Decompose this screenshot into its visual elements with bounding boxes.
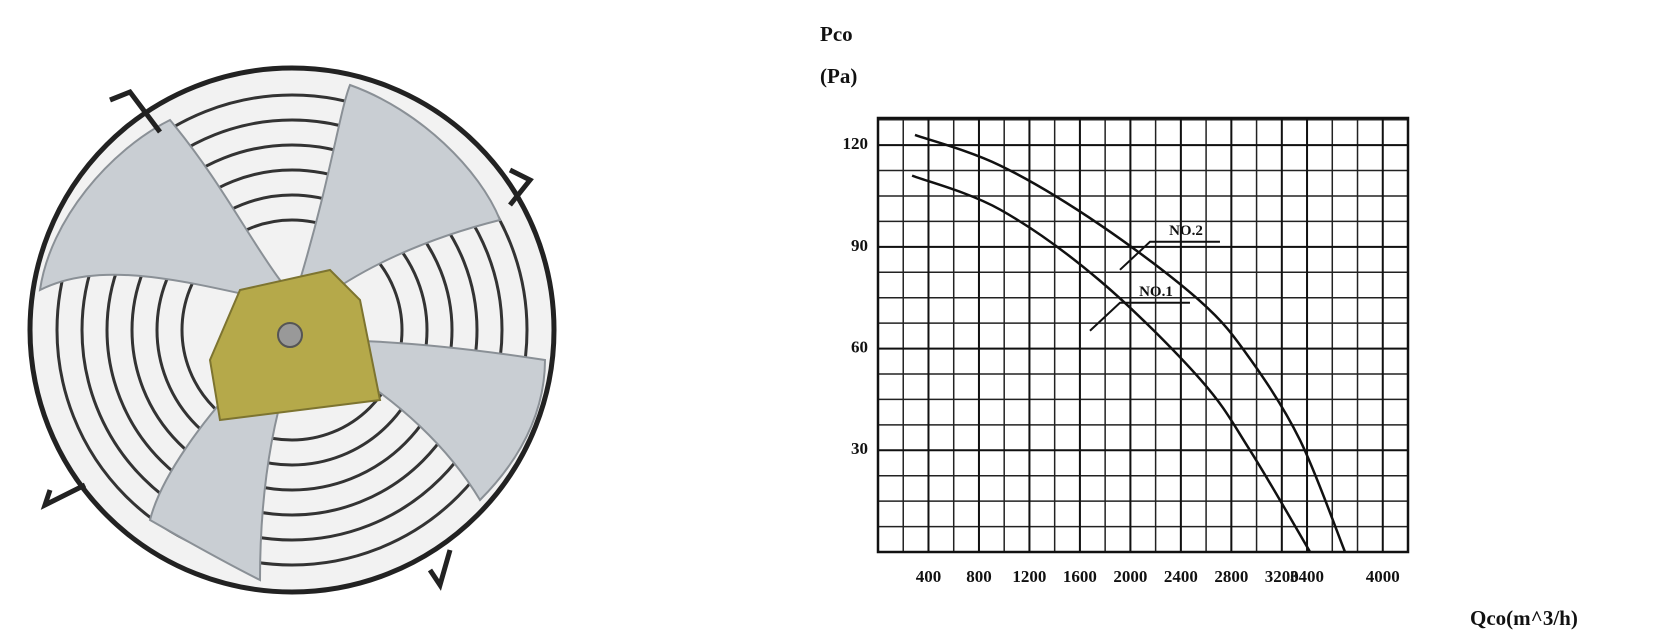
x-axis-title: Qco(m^3/h) [1470, 606, 1578, 630]
x-tick-label: 400 [916, 567, 942, 586]
x-tick-label: 2400 [1164, 567, 1198, 586]
x-tick-label: 4000 [1366, 567, 1400, 586]
curve [911, 174, 1312, 553]
x-tick-label: 3400 [1290, 567, 1324, 586]
y-tick-label: 120 [843, 134, 869, 153]
x-tick-label: 2800 [1214, 567, 1248, 586]
y-axis-unit: (Pa) [820, 64, 857, 88]
x-tick-label: 1200 [1012, 567, 1046, 586]
leader-line [1119, 240, 1220, 271]
x-tick-label: 800 [966, 567, 992, 586]
plot-frame [876, 116, 1410, 554]
leader-line [1089, 301, 1190, 332]
fan-photo [27, 65, 557, 595]
y-tick-label: 30 [851, 439, 868, 458]
y-tick-label: 60 [851, 337, 868, 356]
curve-label: NO.2 [1169, 223, 1203, 239]
x-tick-label: 2000 [1113, 567, 1147, 586]
x-tick-label: 3200 [1265, 567, 1299, 586]
y-tick-label: 90 [851, 236, 868, 255]
x-tick-label: 1600 [1063, 567, 1097, 586]
curve-label: NO.1 [1139, 284, 1173, 300]
y-axis-title: Pco [820, 22, 853, 46]
curve [914, 133, 1347, 553]
